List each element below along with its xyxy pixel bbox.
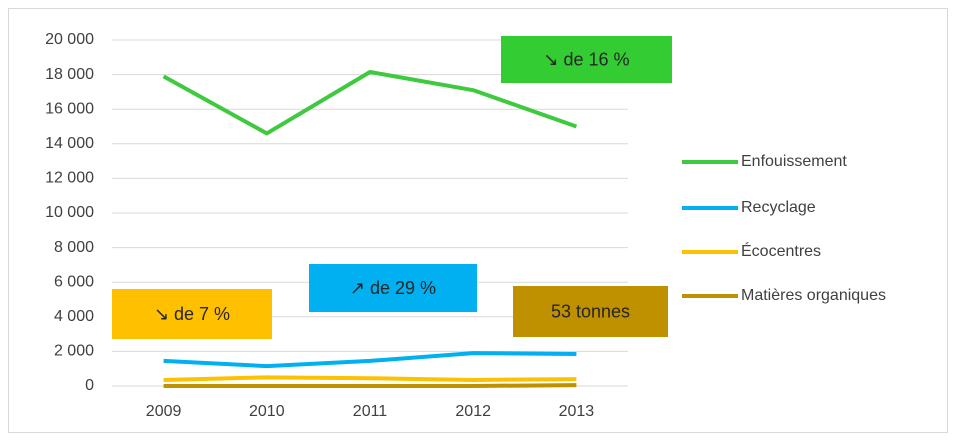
annotation-box bbox=[501, 36, 672, 83]
series-line bbox=[162, 70, 578, 136]
y-tick-label: 12 000 bbox=[45, 170, 94, 187]
x-tick-label: 2011 bbox=[353, 403, 388, 420]
annotation-box bbox=[513, 286, 668, 337]
legend-label: Enfouissement bbox=[741, 153, 847, 170]
y-tick-label: 14 000 bbox=[45, 135, 94, 152]
x-tick-label: 2009 bbox=[146, 403, 182, 420]
y-tick-label: 2 000 bbox=[54, 343, 94, 360]
series-line bbox=[163, 375, 577, 382]
y-tick-label: 20 000 bbox=[45, 31, 94, 48]
annotation-text: ↘ de 16 % bbox=[543, 49, 629, 69]
x-tick-label: 2013 bbox=[559, 403, 595, 420]
y-tick-label: 0 bbox=[85, 377, 94, 394]
y-tick-label: 6 000 bbox=[54, 273, 94, 290]
legend-label: Matières organiques bbox=[741, 287, 886, 304]
annotation-box bbox=[112, 289, 272, 339]
series-line bbox=[163, 383, 577, 388]
chart-border bbox=[8, 8, 948, 433]
legend-label: Écocentres bbox=[741, 241, 821, 260]
y-tick-label: 18 000 bbox=[45, 66, 94, 83]
x-tick-label: 2012 bbox=[455, 403, 491, 420]
x-tick-label: 2010 bbox=[249, 403, 285, 420]
y-tick-label: 10 000 bbox=[45, 204, 94, 221]
annotation-text: ↘ de 7 % bbox=[154, 304, 230, 324]
y-tick-label: 8 000 bbox=[54, 239, 94, 256]
annotation-text: ↗ de 29 % bbox=[350, 278, 436, 298]
legend-label: Recyclage bbox=[741, 199, 816, 216]
annotation-box bbox=[309, 264, 477, 312]
y-tick-label: 16 000 bbox=[45, 100, 94, 117]
series-line bbox=[163, 351, 577, 369]
y-tick-label: 4 000 bbox=[54, 308, 94, 325]
annotation-text: 53 tonnes bbox=[551, 301, 630, 321]
